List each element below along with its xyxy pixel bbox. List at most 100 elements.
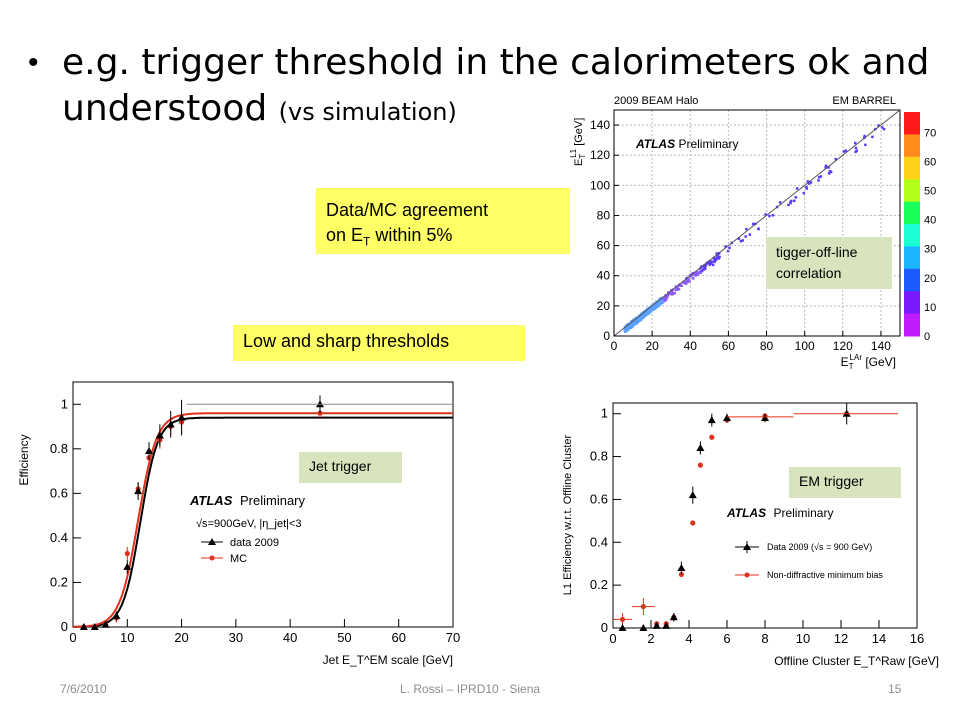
scatter-point — [789, 200, 792, 204]
y-tick-label: 20 — [597, 299, 611, 313]
y-tick-label: 1 — [601, 406, 608, 421]
scatter-point — [679, 284, 682, 287]
scatter-point — [628, 326, 631, 329]
scatter-point — [707, 261, 711, 264]
scatter-point — [649, 307, 652, 311]
scatter-point — [653, 304, 657, 308]
colorbar-segment — [904, 224, 920, 247]
y-axis-label: L1 Efficiency w.r.t. Offline Cluster — [562, 434, 574, 595]
y-tick-label: 0.4 — [590, 534, 608, 549]
scatter-point — [748, 233, 752, 236]
scatter-point — [864, 143, 867, 147]
scatter-point — [675, 288, 679, 292]
scatter-point — [739, 239, 743, 243]
scatter-point — [660, 299, 664, 303]
colorbar-segment — [904, 201, 920, 225]
scatter-point — [827, 172, 831, 175]
data-point — [155, 431, 164, 439]
colorbar-tick-label: 10 — [924, 302, 936, 314]
scatter-point — [871, 135, 874, 139]
atlas-label: ATLAS Preliminary — [635, 137, 738, 151]
data-point — [723, 414, 731, 421]
scatter-point — [817, 176, 821, 179]
data-point — [677, 564, 686, 571]
footer-page-number: 15 — [888, 682, 902, 696]
scatter-point — [636, 316, 640, 320]
scatter-point — [629, 320, 633, 324]
x-tick-label: 2 — [647, 631, 654, 646]
x-tick-label: 0 — [611, 339, 618, 353]
scatter-point — [680, 284, 683, 287]
scatter-point — [657, 302, 661, 305]
x-ticks: 0 20 40 60 80 100 120 140 — [611, 331, 891, 353]
x-tick-label: 10 — [796, 631, 810, 646]
y-tick-label: 120 — [590, 148, 610, 162]
x-tick-label: 100 — [795, 339, 815, 353]
x-tick-label: 4 — [685, 631, 692, 646]
scatter-point — [842, 150, 846, 153]
scatter-point — [696, 273, 699, 276]
scatter-point — [712, 256, 716, 260]
legend-mc-label: Non-diffractive minimum bias — [767, 570, 883, 580]
colorbar-tick-label: 50 — [924, 186, 936, 198]
data-point — [652, 621, 661, 629]
scatter-point — [640, 315, 644, 319]
colorbar-segment — [904, 134, 920, 158]
agreement-note: Data/MC agreement on ET within 5% — [316, 188, 570, 254]
scatter-point — [778, 201, 782, 204]
y-tick-label: 80 — [597, 208, 611, 222]
data-point — [134, 487, 143, 495]
scatter-point — [795, 187, 799, 190]
scatter-point — [711, 263, 715, 267]
correlation-note-line2: correlation — [776, 265, 842, 281]
colorbar-tick-label: 0 — [924, 331, 930, 343]
x-tick-label: 0 — [609, 631, 616, 646]
scatter-point — [666, 295, 669, 299]
scatter-point — [855, 149, 858, 153]
scatter-point — [737, 237, 741, 241]
footer-author: L. Rossi – IPRD10 - Siena — [400, 682, 541, 696]
energy-annotation: √s=900GeV, |η_jet|<3 — [196, 518, 302, 530]
corner-label-left: 2009 BEAM Halo — [614, 95, 698, 107]
scatter-point — [817, 179, 820, 182]
y-ticks: 0 0.2 0.4 0.6 0.8 1 — [50, 396, 81, 634]
data-point — [639, 624, 648, 631]
scatter-point — [667, 291, 670, 294]
colorbar-tick-label: 60 — [924, 156, 936, 168]
mc-point — [678, 571, 684, 578]
scatter-point — [710, 260, 713, 263]
data-point — [145, 447, 153, 455]
scatter-point — [657, 300, 660, 304]
scatter-point — [804, 185, 808, 189]
scatter-point — [745, 227, 748, 231]
correlation-chart: 2009 BEAM Halo EM BARREL 0 20 40 60 80 100 120… — [570, 90, 940, 375]
x-tick-label: 0 — [69, 630, 76, 645]
mc-point — [317, 410, 323, 416]
scatter-point — [699, 268, 703, 272]
scatter-point — [651, 307, 654, 310]
scatter-point — [881, 126, 884, 129]
scatter-point — [623, 330, 627, 333]
thresholds-note: Low and sharp thresholds — [233, 325, 525, 361]
scatter-point — [718, 255, 721, 259]
scatter-point — [751, 222, 755, 226]
scatter-point — [692, 272, 696, 276]
x-tick-label: 60 — [391, 630, 405, 645]
scatter-point — [691, 276, 695, 280]
scatter-point — [647, 311, 650, 314]
scatter-point — [685, 279, 688, 282]
data-point — [761, 414, 769, 421]
atlas-label: ATLAS Preliminary — [189, 493, 306, 508]
scatter-point — [642, 316, 645, 319]
scatter-point — [694, 271, 697, 275]
scatter-point — [695, 270, 699, 274]
y-axis-label: ETL1 [GeV] — [570, 118, 587, 166]
scatter-point — [643, 314, 646, 318]
scatter-point — [683, 280, 687, 284]
y-tick-label: 0.8 — [50, 441, 68, 456]
scatter-point — [716, 256, 720, 259]
scatter-point — [715, 252, 718, 255]
colorbar-segment — [904, 179, 920, 203]
colorbar-tick-label: 40 — [924, 215, 936, 227]
scatter-point — [768, 214, 771, 218]
